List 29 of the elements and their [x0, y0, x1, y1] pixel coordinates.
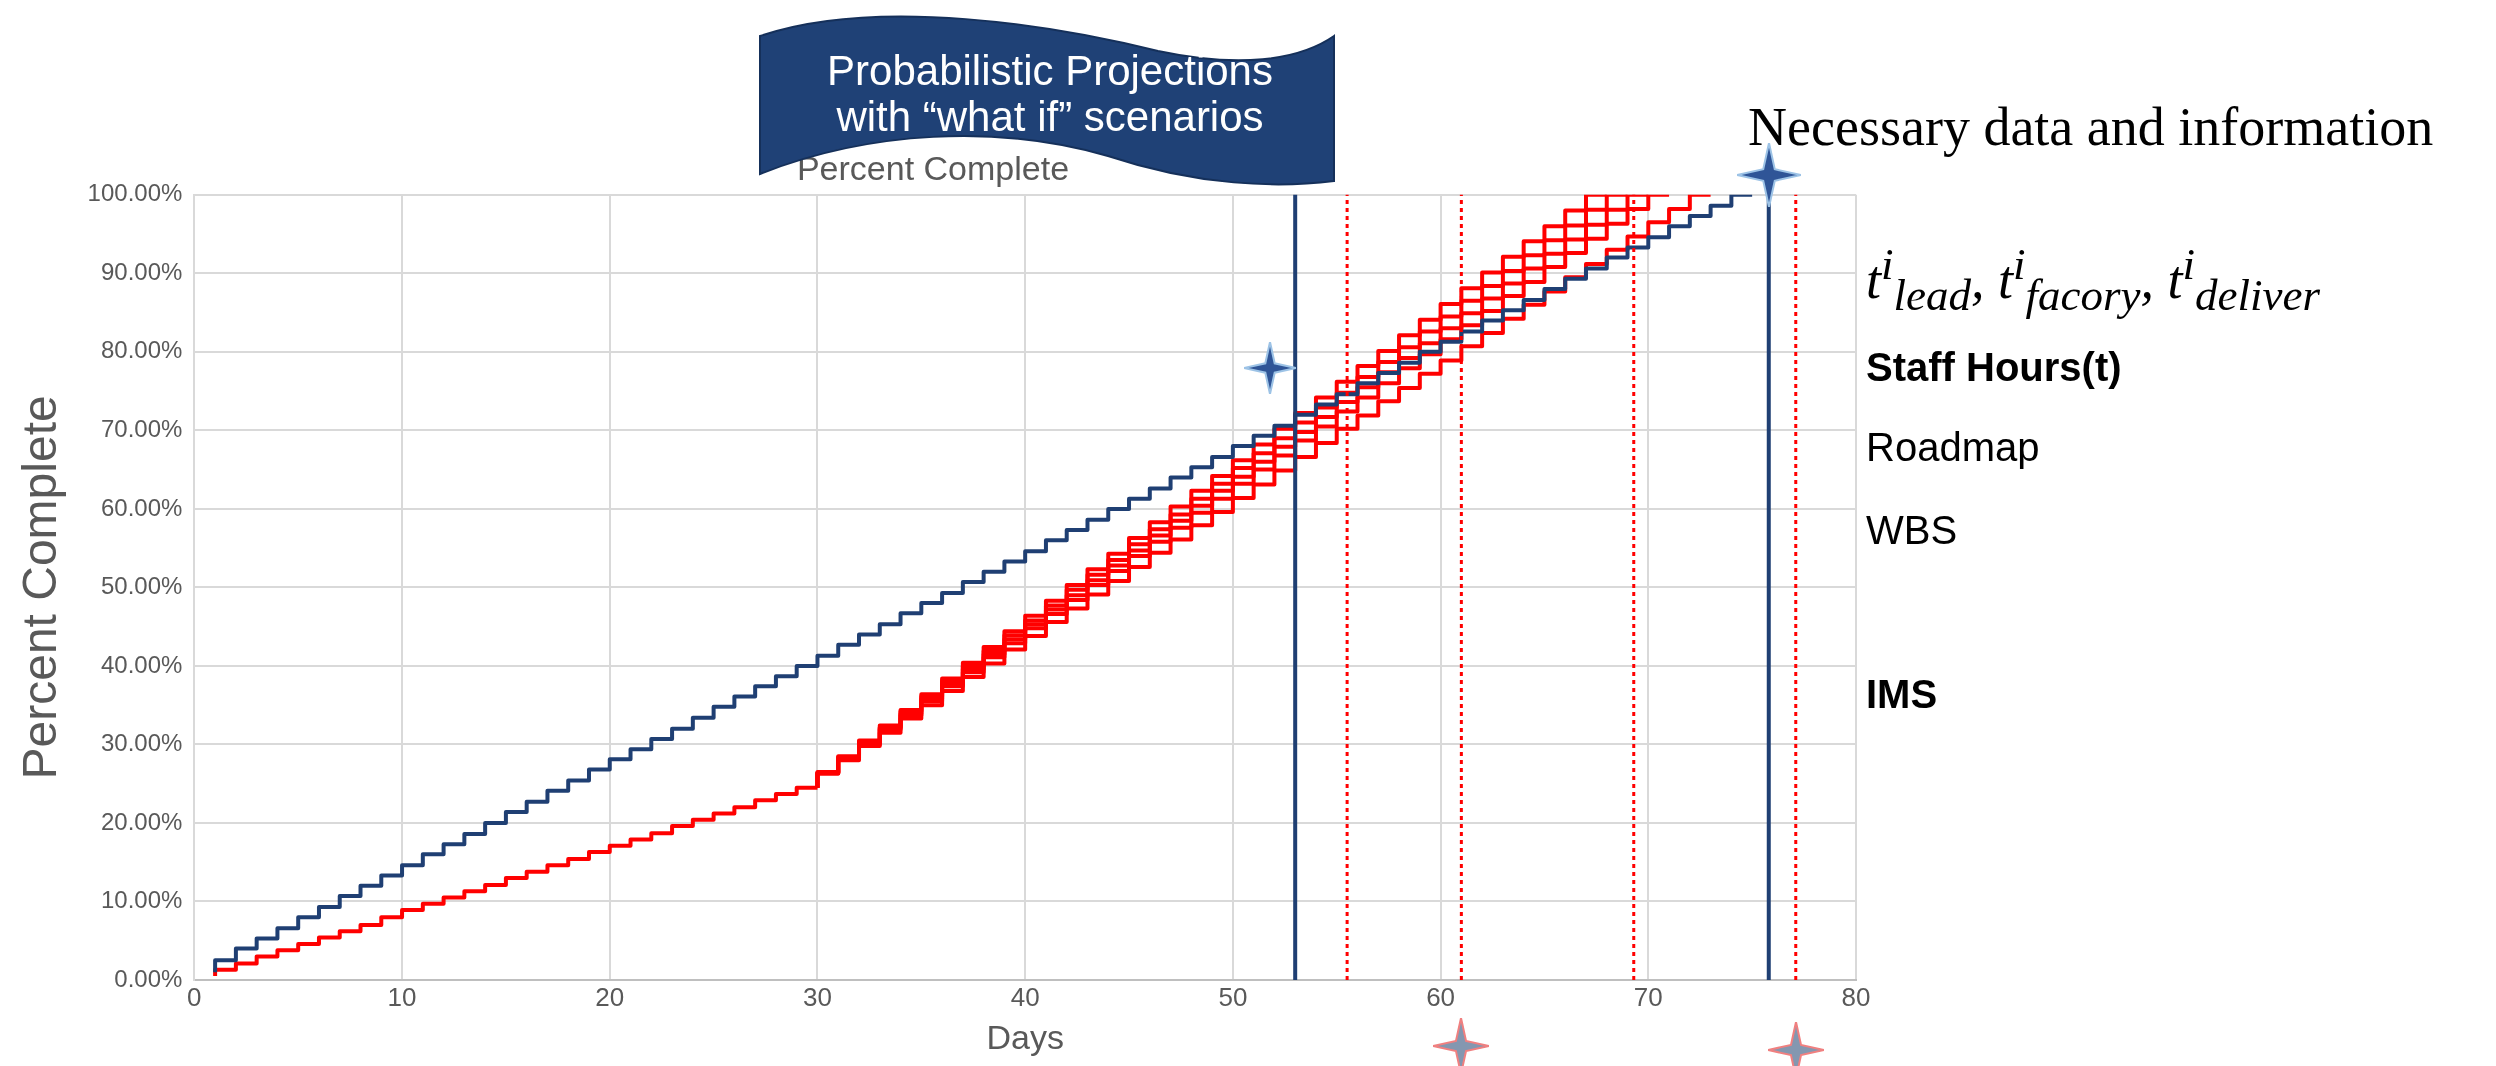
x-tick-label: 0 — [187, 981, 202, 1012]
y-tick-label: 20.00% — [100, 807, 183, 835]
y-tick-label: 90.00% — [100, 257, 183, 285]
y-tick-label: 60.00% — [100, 493, 183, 521]
x-tick-label: 20 — [595, 981, 625, 1012]
y-tick-label: 10.00% — [100, 886, 183, 914]
x-tick-label: 30 — [803, 981, 832, 1012]
y-tick-label: 100.00% — [87, 179, 183, 207]
y-tick-label: 80.00% — [100, 336, 183, 364]
x-axis-title: Days — [986, 1017, 1064, 1056]
text: Staff Hours(t) — [1866, 345, 2122, 389]
x-tick-label: 10 — [387, 981, 417, 1012]
y-tick-label: 50.00% — [100, 572, 183, 600]
x-tick-label: 60 — [1426, 981, 1456, 1012]
y-tick-label: 70.00% — [100, 414, 183, 442]
x-tick-label: 50 — [1218, 981, 1248, 1012]
x-tick-label: 40 — [1010, 981, 1040, 1012]
x-tick-label: 70 — [1633, 981, 1663, 1012]
y-tick-label: 0.00% — [114, 964, 183, 992]
y-tick-label: 30.00% — [100, 729, 183, 757]
text: IMS — [1866, 672, 1938, 716]
text: Roadmap — [1866, 425, 2040, 469]
text: Necessary data and information — [1748, 97, 2434, 158]
text: WBS — [1866, 508, 1958, 552]
x-tick-label: 80 — [1841, 981, 1871, 1012]
chart-title: Percent Complete — [796, 148, 1070, 187]
y-axis-title: Percent Complete — [13, 395, 67, 780]
text: Probabilistic Projections with “what if” scenarios — [826, 47, 1274, 141]
y-tick-label: 40.00% — [100, 650, 183, 678]
